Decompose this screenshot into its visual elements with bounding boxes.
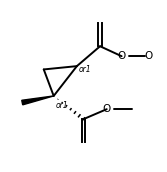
Polygon shape [22, 96, 54, 105]
Text: O: O [103, 104, 111, 114]
Text: O: O [117, 51, 126, 61]
Text: or1: or1 [55, 101, 68, 110]
Text: or1: or1 [78, 65, 91, 74]
Text: O: O [145, 51, 153, 61]
